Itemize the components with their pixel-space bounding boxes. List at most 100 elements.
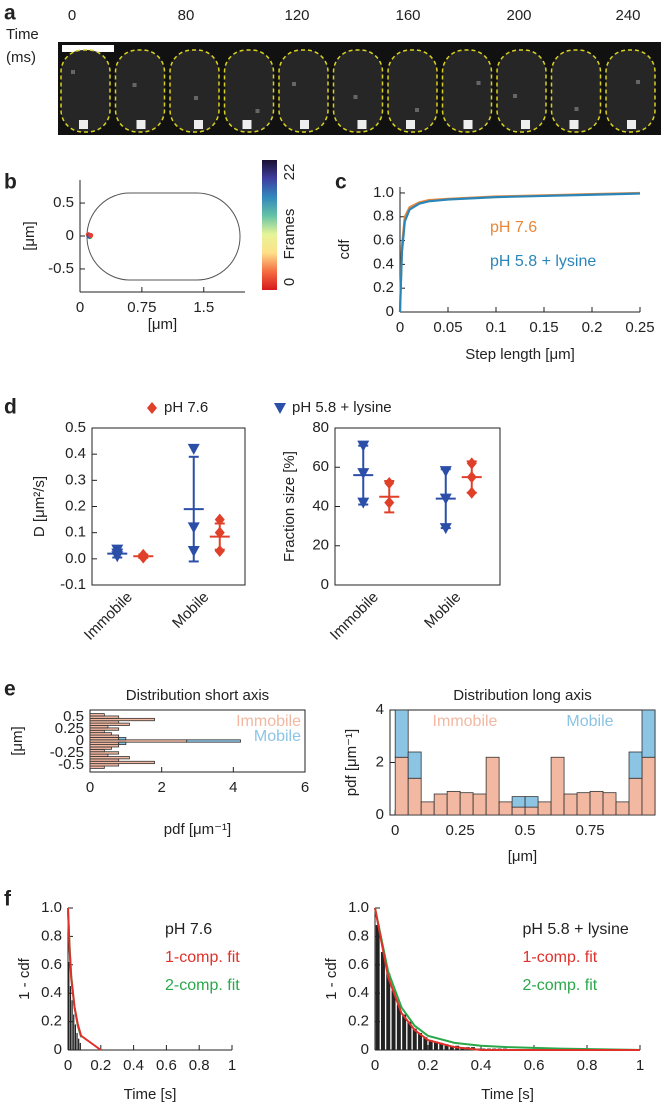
legend-label: Mobile [254, 728, 301, 745]
histogram-bar [550, 756, 565, 816]
colorbar [262, 160, 277, 290]
x-tick-label: 0.05 [433, 319, 462, 336]
data-point [357, 468, 370, 480]
histogram-bar [407, 751, 422, 779]
y-axis-label: 1 - cdf [16, 957, 33, 1000]
histogram-bar [402, 1014, 407, 1050]
legend-label: 1-comp. fit [165, 949, 240, 966]
background-spot [513, 94, 517, 98]
y-tick-label: 0.6 [348, 956, 369, 973]
y-tick-label: 80 [312, 419, 329, 436]
x-tick-label: 0 [64, 1057, 72, 1074]
histogram-bar [641, 756, 656, 816]
y-tick-label: 0.8 [41, 927, 62, 944]
histogram-bar [602, 792, 617, 816]
y-tick-label: 0.5 [63, 708, 84, 725]
background-spot [415, 108, 419, 112]
y-tick-label: 2 [376, 753, 384, 770]
data-point [111, 551, 124, 563]
y-tick-label: 60 [312, 458, 329, 475]
x-axis-label: Time [s] [481, 1086, 534, 1103]
histogram-bar [524, 806, 539, 816]
x-tick-label: 0.2 [582, 319, 603, 336]
histogram-bar [563, 793, 578, 816]
x-axis-label: pdf [μm⁻¹] [164, 821, 231, 838]
x-tick-label: 0.6 [156, 1057, 177, 1074]
y-tick-label: 0.25 [55, 720, 84, 737]
data-point [439, 493, 452, 505]
x-tick-label: Mobile [169, 589, 212, 632]
cell-outline [86, 192, 241, 281]
y-tick-label: 0.1 [65, 524, 86, 541]
background-spot [132, 83, 137, 87]
histogram-bar [498, 801, 513, 816]
histogram-bar [186, 739, 241, 743]
histogram-bar [423, 1037, 428, 1050]
y-tick-label: 0.2 [373, 279, 394, 296]
x-tick-label: 0.6 [524, 1057, 545, 1074]
histogram-bar [615, 801, 630, 816]
y-tick-label: 0 [361, 1041, 369, 1058]
data-point [357, 497, 370, 509]
x-tick-label: 0.25 [446, 822, 475, 839]
x-tick-label: 0.75 [127, 299, 156, 316]
histogram-bar [537, 801, 552, 816]
data-point [187, 522, 200, 534]
x-tick-label: 1.5 [193, 299, 214, 316]
x-tick-label: 1 [228, 1057, 236, 1074]
fluorescence-spot [300, 120, 309, 129]
fit-line [374, 907, 641, 1051]
fluorescence-spot [569, 120, 579, 129]
colorbar-label: 22 [281, 164, 298, 181]
panel-letter: b [4, 171, 17, 194]
data-point [466, 471, 477, 484]
panel-letter: c [335, 171, 347, 194]
x-tick-label: 0.4 [123, 1057, 144, 1074]
x-tick-label: 0.4 [471, 1057, 492, 1074]
histogram-bar [428, 1040, 433, 1050]
legend-label: Immobile [433, 713, 498, 730]
data-point [187, 443, 200, 455]
histogram-bar [394, 756, 409, 816]
time-value: 80 [178, 7, 195, 24]
histogram-bar [444, 1044, 449, 1050]
y-tick-label: 0.6 [373, 232, 394, 249]
time-value: 0 [68, 7, 76, 24]
background-spot [353, 95, 358, 99]
cell-outline [114, 49, 166, 133]
y-tick-label: 0.0 [65, 550, 86, 567]
y-axis-label: pdf [μm⁻¹] [343, 729, 360, 796]
y-tick-label: 0.8 [348, 927, 369, 944]
background-spot [255, 109, 260, 113]
x-tick-label: Mobile [421, 589, 464, 632]
y-tick-label: -0.25 [50, 744, 84, 761]
background-spot [292, 82, 296, 86]
histogram-bar [485, 756, 500, 816]
legend-label: pH 7.6 [164, 399, 208, 416]
x-tick-label: 0 [76, 299, 84, 316]
fluorescence-spot [242, 120, 252, 129]
panel-letter: e [4, 678, 16, 701]
y-tick-label: 1.0 [373, 184, 394, 201]
histogram-bar [449, 1045, 454, 1050]
data-point [384, 496, 395, 509]
y-tick-label: 0.2 [41, 1013, 62, 1030]
histogram-bar [386, 973, 391, 1050]
cell-outline [223, 49, 275, 133]
time-label: Time [6, 26, 39, 43]
fluorescence-spot [136, 120, 146, 129]
fluorescence-spot [406, 120, 415, 129]
legend-label: pH 5.8 + lysine [490, 253, 596, 270]
fluorescence-spot [463, 120, 473, 129]
histogram-bar [89, 717, 155, 722]
data-point [439, 466, 452, 478]
panel-letter: f [4, 888, 12, 911]
y-tick-label: 4 [376, 701, 384, 718]
x-tick-label: 0.2 [418, 1057, 439, 1074]
legend-label: 1-comp. fit [523, 949, 598, 966]
y-tick-label: 0.6 [41, 956, 62, 973]
histogram-bar [420, 801, 435, 816]
panel-letter: d [4, 396, 17, 419]
histogram-bar [576, 792, 591, 816]
x-tick-label: 0.1 [486, 319, 507, 336]
